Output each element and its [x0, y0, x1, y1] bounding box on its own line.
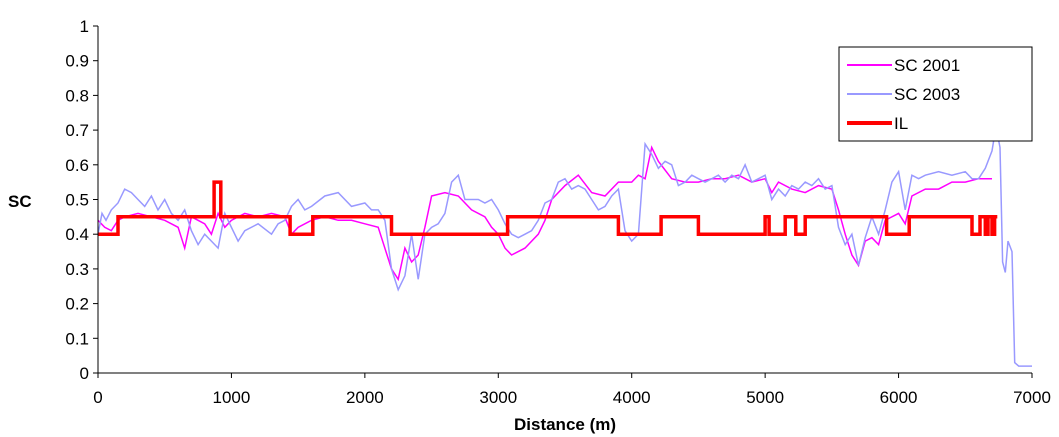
y-tick-label: 0	[80, 364, 89, 383]
y-tick-label: 0.5	[65, 191, 89, 210]
legend-label-sc-2003: SC 2003	[894, 85, 960, 104]
y-axis-title: SC	[8, 192, 32, 211]
axes-layer: 0 0.1 0.2 0.3 0.4 0.5 0.6 0.7 0.8 0.9 1 0 1000 2000 30…	[65, 17, 1051, 407]
x-tick-label: 0	[93, 388, 102, 407]
x-axis-title: Distance (m)	[514, 415, 616, 434]
x-tick-label: 5000	[746, 388, 784, 407]
x-tick-label: 2000	[346, 388, 384, 407]
x-tick-label: 1000	[213, 388, 251, 407]
y-tick-label: 0.4	[65, 225, 89, 244]
legend-label-sc-2001: SC 2001	[894, 56, 960, 75]
y-tick-label: 0.3	[65, 260, 89, 279]
x-tick-label: 3000	[479, 388, 517, 407]
x-tick-label: 7000	[1013, 388, 1051, 407]
x-tick-label: 6000	[880, 388, 918, 407]
y-tick-label: 1	[80, 17, 89, 36]
y-tick-label: 0.6	[65, 156, 89, 175]
series-line-il	[98, 180, 998, 236]
y-tick-label: 0.7	[65, 121, 89, 140]
y-tick-label: 0.8	[65, 86, 89, 105]
legend: SC 2001 SC 2003 IL	[838, 46, 1033, 142]
x-tick-label: 4000	[613, 388, 651, 407]
series-layer	[97, 126, 1032, 367]
series-line-sc-2003	[97, 126, 1032, 367]
legend-label-il: IL	[894, 114, 908, 133]
y-tick-label: 0.2	[65, 295, 89, 314]
y-tick-label: 0.1	[65, 329, 89, 348]
y-tick-label: 0.9	[65, 52, 89, 71]
